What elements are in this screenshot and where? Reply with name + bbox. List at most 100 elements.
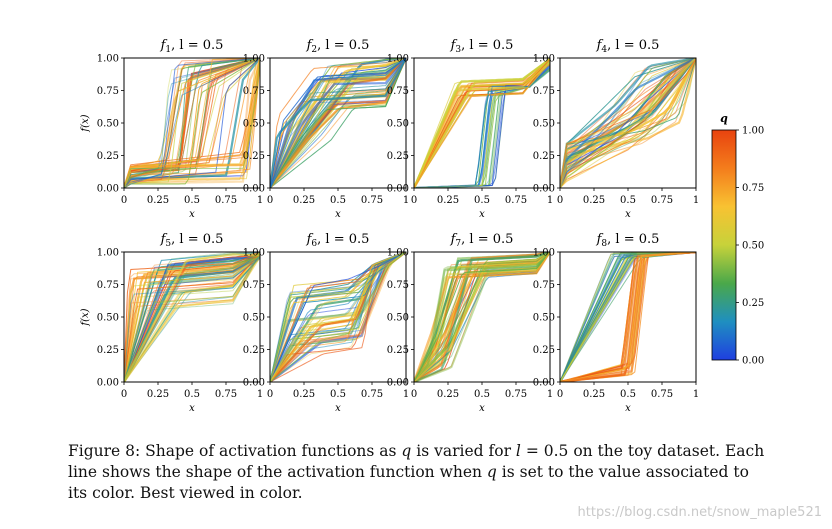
activation-curve [124, 58, 260, 188]
panel-title-l: , l = 0.5 [607, 38, 659, 53]
activation-curve [124, 253, 260, 382]
x-tick-label: 0.75 [505, 195, 527, 206]
panel-title-func: f [160, 232, 168, 247]
activation-curve [560, 252, 696, 382]
colorbar-tick-label: 0.75 [742, 183, 764, 194]
activation-curve [414, 252, 550, 382]
activation-curve [124, 58, 260, 188]
x-tick-label: 0.25 [437, 195, 459, 206]
x-axis-label: x [625, 403, 631, 414]
y-axis-label: f(x) [80, 308, 91, 326]
activation-curve [270, 58, 406, 188]
activation-curve [124, 58, 260, 188]
panel-title-l: , l = 0.5 [317, 38, 369, 53]
panel-7: f7, l = 0.5 0 0.25 0.5 0.75 1 x 0.00 0.25 0.50 0.7… [387, 232, 553, 414]
activation-curve [124, 255, 260, 382]
activation-curve [124, 58, 260, 188]
panel-title-l: , l = 0.5 [461, 38, 513, 53]
activation-curve [560, 58, 696, 188]
x-tick-label: 0.75 [361, 389, 383, 400]
activation-curve [270, 58, 406, 188]
panel-3: f3, l = 0.5 0 0.25 0.5 0.75 1 x 0.00 0.25 0.50 0.7… [387, 38, 553, 220]
panel-1: f1, l = 0.50 0.25 0.5 0.75 1x0.000.250.500.7… [80, 38, 263, 220]
x-tick-label: 0.5 [330, 389, 346, 400]
colorbar-gradient [711, 129, 737, 361]
curve-group [124, 58, 260, 188]
activation-curve [124, 253, 260, 382]
activation-curve [414, 67, 550, 188]
activation-curve [414, 252, 550, 382]
y-tick-label: 0.50 [243, 313, 265, 324]
activation-curve [560, 58, 696, 188]
y-tick-label: 0.25 [533, 151, 555, 162]
caption-var-l: l [515, 442, 521, 460]
panel-title-func: f [306, 232, 314, 247]
activation-curve [124, 252, 260, 382]
figure-caption: Figure 8: Shape of activation functions … [68, 441, 768, 504]
y-tick-label: 1.00 [97, 248, 119, 259]
colorbar-tick-label: 1.00 [742, 126, 764, 137]
x-tick-label: 0.25 [147, 389, 169, 400]
caption-end: is set to the value associated to its co… [68, 463, 749, 502]
activation-curve [270, 252, 406, 382]
panel-8: f8, l = 0.5 0 0.25 0.5 0.75 1 x 0.00 0.25 0.50 0.7… [533, 232, 699, 414]
x-tick-label: 1 [547, 389, 553, 400]
x-tick-label: 0 [121, 195, 127, 206]
x-tick-label: 0 [267, 195, 273, 206]
x-tick-label: 0.5 [474, 389, 490, 400]
panel-title: f1, l = 0.5 [160, 38, 224, 55]
x-tick-label: 0.75 [505, 389, 527, 400]
y-tick-label: 0.50 [533, 119, 555, 130]
caption-middle: is varied for [411, 442, 516, 460]
activation-curve [124, 58, 260, 188]
activation-curve [414, 252, 550, 382]
activation-curve [270, 252, 406, 382]
activation-curve [124, 58, 260, 188]
curve-group [270, 252, 406, 382]
activation-curve [124, 255, 260, 382]
panel-title-sub: 2 [311, 45, 317, 55]
activation-curve [414, 63, 550, 188]
activation-curve [414, 252, 550, 382]
x-axis-label: x [189, 209, 195, 220]
y-tick-label: 1.00 [387, 248, 409, 259]
panel-title: f4, l = 0.5 [596, 38, 660, 55]
x-axis-label: x [479, 209, 485, 220]
panel-title-func: f [306, 38, 314, 53]
activation-curve [124, 253, 260, 382]
activation-curve [414, 63, 550, 188]
activation-curve [560, 58, 696, 188]
activation-curve [124, 252, 260, 382]
y-tick-label: 0.75 [387, 86, 409, 97]
x-tick-label: 0.5 [620, 389, 636, 400]
x-tick-label: 0.25 [437, 389, 459, 400]
activation-curve [124, 257, 260, 382]
panel-title-func: f [596, 38, 604, 53]
x-tick-label: 0.75 [361, 195, 383, 206]
x-tick-label: 0.75 [651, 195, 673, 206]
activation-curve [124, 58, 260, 188]
x-tick-label: 0 [557, 195, 563, 206]
y-tick-label: 0.25 [97, 151, 119, 162]
y-tick-label: 1.00 [97, 54, 119, 65]
activation-curve [124, 254, 260, 382]
x-tick-label: 0.75 [215, 389, 237, 400]
panel-title: f7, l = 0.5 [450, 232, 514, 249]
panel-title-l: , l = 0.5 [607, 232, 659, 247]
x-tick-label: 1 [403, 389, 409, 400]
x-tick-label: 0.25 [147, 195, 169, 206]
y-tick-label: 0.75 [533, 280, 555, 291]
y-axis-label: f(x) [80, 114, 91, 132]
y-tick-label: 0.25 [387, 345, 409, 356]
y-tick-label: 0.75 [97, 86, 119, 97]
activation-curve [124, 58, 260, 188]
activation-curve [124, 58, 260, 188]
x-tick-label: 0.5 [330, 195, 346, 206]
activation-curve [270, 58, 406, 188]
y-tick-label: 0.00 [533, 184, 555, 195]
y-tick-label: 0.75 [243, 280, 265, 291]
activation-curve [414, 252, 550, 382]
curve-group [560, 252, 696, 382]
y-tick-label: 0.50 [243, 119, 265, 130]
y-tick-label: 0.75 [97, 280, 119, 291]
